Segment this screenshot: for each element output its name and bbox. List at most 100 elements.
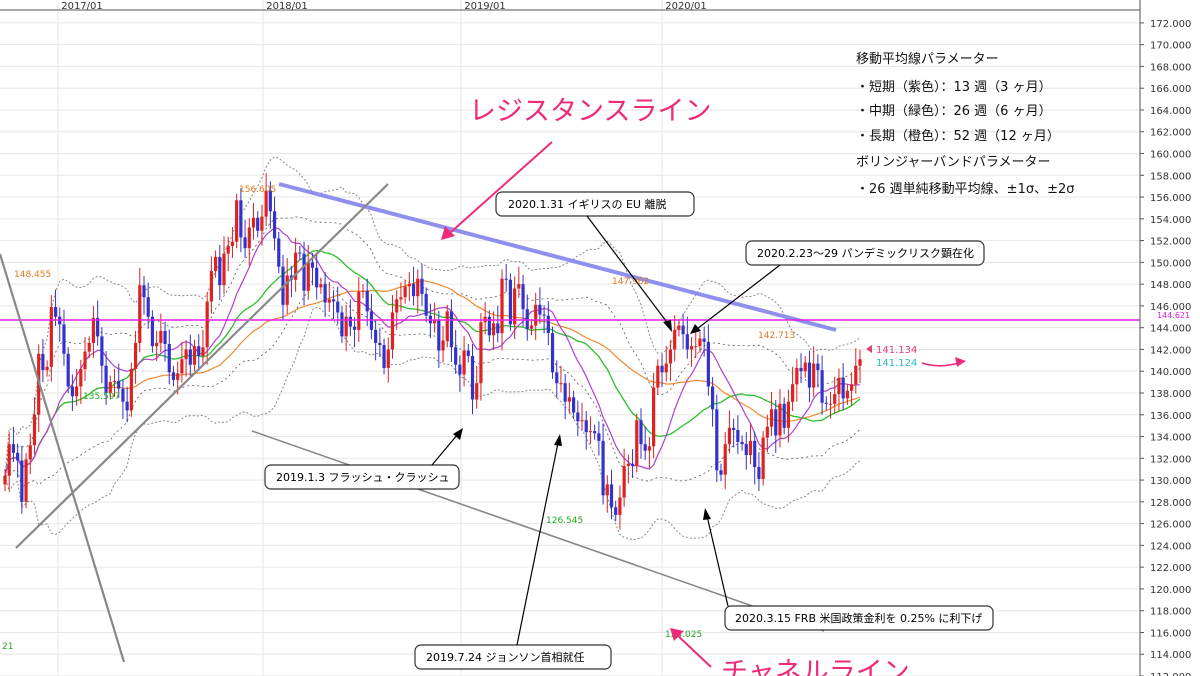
- price-tick-label: 150.000: [1150, 258, 1191, 269]
- price-tick-label: 170.000: [1150, 41, 1191, 52]
- callout-frb-text: 2020.3.15 FRB 米国政策金利を 0.25% に利下げ: [735, 611, 982, 625]
- candle-body: [302, 253, 306, 291]
- candle-body: [268, 190, 272, 212]
- candle-body: [306, 262, 310, 291]
- candle-body: [79, 369, 83, 387]
- price-tick-label: 116.000: [1150, 628, 1191, 639]
- candle-body: [803, 362, 807, 372]
- callout-pandemic-text: 2020.2.23～29 パンデミックリスク顕在化: [757, 246, 974, 260]
- time-axis: 2017/01 2018/01 2019/01 2020/01: [0, 1, 1140, 12]
- candle-body: [571, 397, 576, 413]
- candle-body: [550, 333, 555, 373]
- last-ma-label: 141.124: [876, 358, 917, 369]
- candle-body: [352, 326, 357, 330]
- candle-body: [824, 402, 828, 404]
- candle-body: [807, 362, 812, 388]
- candle-body: [75, 386, 79, 397]
- resistance-pointer: [450, 141, 553, 233]
- candle-body: [96, 317, 100, 337]
- candle-body: [685, 334, 689, 350]
- candle-body: [845, 390, 849, 399]
- candle-body: [24, 459, 28, 502]
- channel-trend-line: [251, 430, 825, 632]
- price-tick-label: 128.000: [1150, 498, 1191, 509]
- price-tick-label: 168.000: [1150, 62, 1191, 73]
- candle-body: [563, 383, 567, 402]
- candle-body: [264, 190, 268, 217]
- candle-body: [180, 359, 184, 374]
- candle-body: [538, 304, 542, 315]
- price-tick-label: 146.000: [1150, 302, 1191, 313]
- candle-body: [222, 253, 226, 286]
- candle-body: [108, 382, 112, 393]
- price-tick-label: 124.000: [1150, 541, 1191, 552]
- low-label-2016: 21: [2, 642, 13, 652]
- candle-body: [715, 409, 719, 471]
- candle-body: [285, 275, 289, 305]
- channel-pointer-head: [670, 628, 684, 641]
- candle-body: [327, 299, 331, 303]
- low-label-2017: 135.597: [83, 392, 120, 402]
- candle-body: [209, 271, 213, 302]
- candle-body: [753, 440, 757, 468]
- bollinger-bands: [4, 156, 861, 541]
- candle-body: [513, 288, 517, 325]
- candle-body: [315, 267, 319, 288]
- candle-body: [133, 342, 138, 370]
- candle-body: [588, 431, 593, 433]
- candle-body: [479, 322, 483, 384]
- candle-body: [386, 349, 390, 368]
- resistance-trend-line: [278, 182, 837, 332]
- candle-body: [668, 349, 673, 364]
- candle-body: [858, 359, 862, 366]
- candle-body: [765, 426, 769, 438]
- candle-body: [91, 317, 96, 343]
- bollinger-lower-2sigma: [4, 306, 861, 541]
- candle-body: [652, 387, 656, 447]
- candle-body: [593, 431, 597, 434]
- candle-body: [155, 342, 159, 347]
- candle-body: [458, 364, 462, 375]
- candle-body: [112, 381, 117, 383]
- candle-body: [470, 355, 475, 400]
- candle-body: [197, 346, 201, 356]
- time-tick-label: 2019/01: [464, 1, 506, 12]
- candle-body: [837, 377, 841, 395]
- candle-body: [698, 338, 702, 347]
- candle-body: [424, 293, 428, 316]
- candle-body: [723, 444, 727, 475]
- last-price-marker: [866, 345, 872, 353]
- candle-body: [374, 329, 378, 343]
- candle-body: [331, 299, 336, 302]
- candle-body: [138, 285, 142, 343]
- candle-body: [167, 344, 171, 373]
- price-tick-label: 156.000: [1150, 193, 1191, 204]
- candle-body: [83, 351, 87, 370]
- time-tick-label: 2020/01: [665, 1, 707, 12]
- price-tick-label: 140.000: [1150, 367, 1191, 378]
- candle-body: [53, 306, 58, 317]
- candle-body: [382, 345, 386, 368]
- candle-body: [218, 256, 222, 286]
- candle-body: [310, 262, 315, 268]
- candle-body: [546, 315, 550, 334]
- candle-body: [647, 446, 652, 451]
- candle-body: [11, 444, 16, 453]
- candle-body: [28, 445, 32, 460]
- candle-body: [125, 401, 129, 411]
- ma-mid-param: ・中期（緑色）：26 週（6 ヶ月）: [856, 103, 1052, 119]
- price-tick-label: 118.000: [1150, 607, 1191, 618]
- candle-body: [395, 299, 399, 313]
- price-tick-label: 158.000: [1150, 171, 1191, 182]
- candle-body: [496, 323, 500, 334]
- ma-short-param: ・短期（紫色）：13 週（3 ヶ月）: [856, 79, 1052, 95]
- callout-flash-crash: 2019.1.3 フラッシュ・クラッシュ: [264, 428, 463, 490]
- candle-body: [833, 394, 837, 404]
- candle-body: [643, 444, 647, 451]
- price-tick-label: 162.000: [1150, 128, 1191, 139]
- candle-body: [41, 353, 45, 371]
- candle-body: [795, 367, 799, 385]
- candle-body: [445, 311, 449, 341]
- candle-body: [567, 397, 571, 402]
- price-axis-bg: [1140, 0, 1200, 676]
